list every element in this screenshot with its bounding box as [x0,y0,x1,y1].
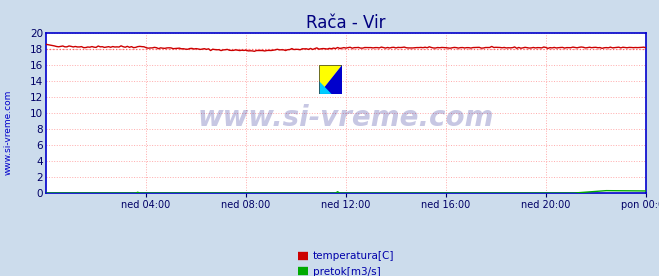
Title: Rača - Vir: Rača - Vir [306,14,386,31]
Text: www.si-vreme.com: www.si-vreme.com [198,104,494,132]
Text: www.si-vreme.com: www.si-vreme.com [4,90,13,175]
Legend: temperatura[C], pretok[m3/s]: temperatura[C], pretok[m3/s] [294,247,398,276]
